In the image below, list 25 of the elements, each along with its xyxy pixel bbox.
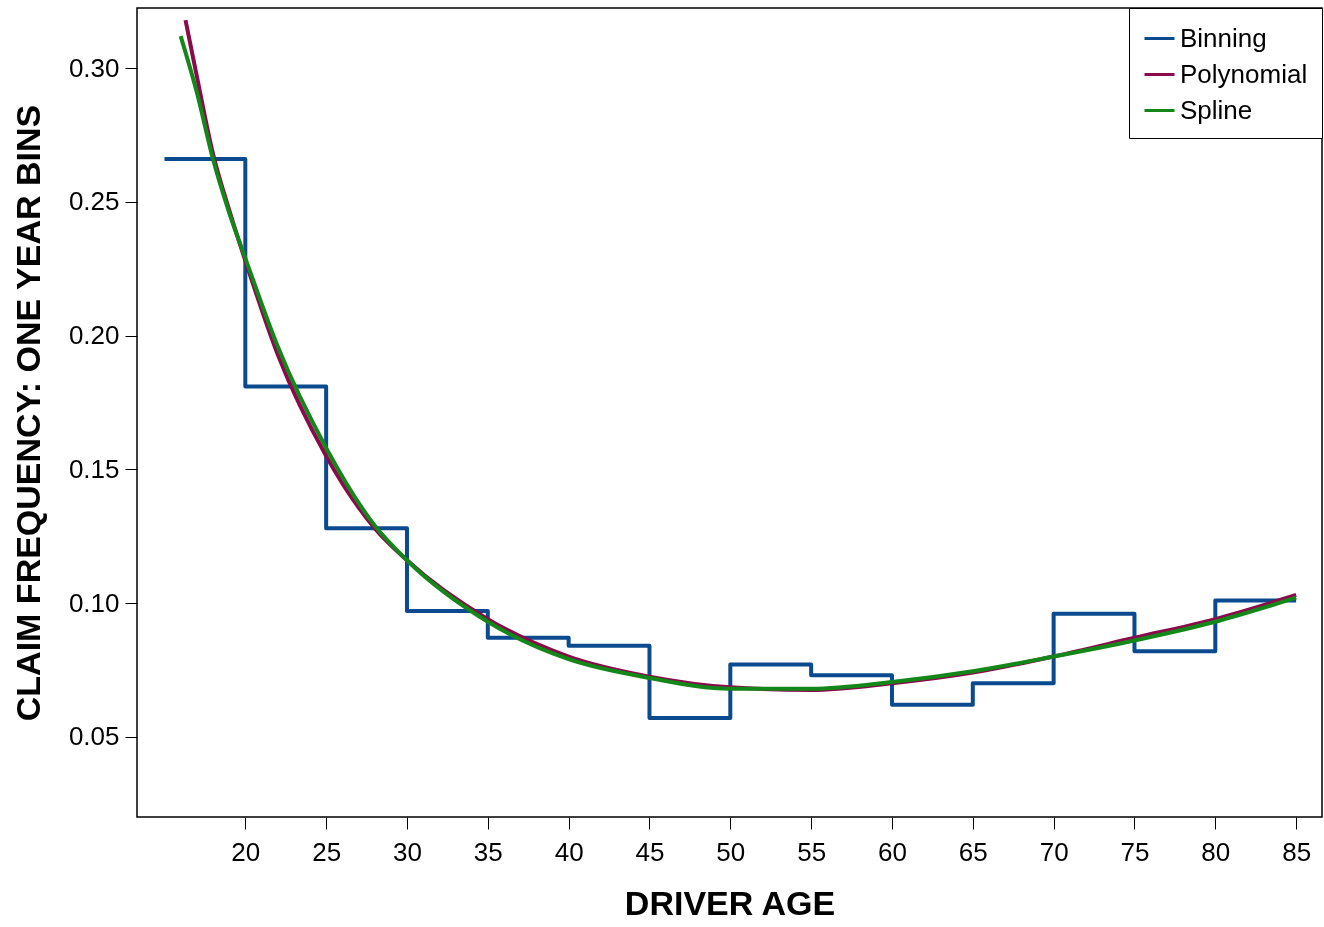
x-tick-label: 40 [554,836,584,867]
x-tick-label: 85 [1282,836,1312,867]
y-axis-title: CLAIM FREQUENCY: ONE YEAR BINS [8,104,47,722]
y-tick-label: 0.10 [68,587,120,618]
legend-label: Polynomial [1180,58,1308,89]
y-tick-label: 0.25 [68,186,120,217]
x-tick-label: 80 [1201,836,1231,867]
x-tick-label: 50 [716,836,746,867]
x-tick-label: 65 [958,836,988,867]
legend-label: Spline [1180,94,1253,125]
x-tick-label: 45 [635,836,665,867]
legend-label: Binning [1180,22,1267,53]
x-tick-label: 35 [473,836,503,867]
x-tick-label: 30 [393,836,422,867]
x-axis-title: DRIVER AGE [624,883,836,922]
x-tick-label: 60 [878,836,907,867]
y-tick-label: 0.20 [68,320,120,351]
y-tick-label: 0.05 [68,721,120,752]
x-tick-label: 25 [312,836,342,867]
x-tick-label: 55 [797,836,827,867]
y-tick-label: 0.30 [68,52,120,83]
x-tick-label: 75 [1120,836,1150,867]
x-tick-label: 70 [1039,836,1069,867]
y-tick-label: 0.15 [68,453,120,484]
x-tick-label: 20 [231,836,261,867]
